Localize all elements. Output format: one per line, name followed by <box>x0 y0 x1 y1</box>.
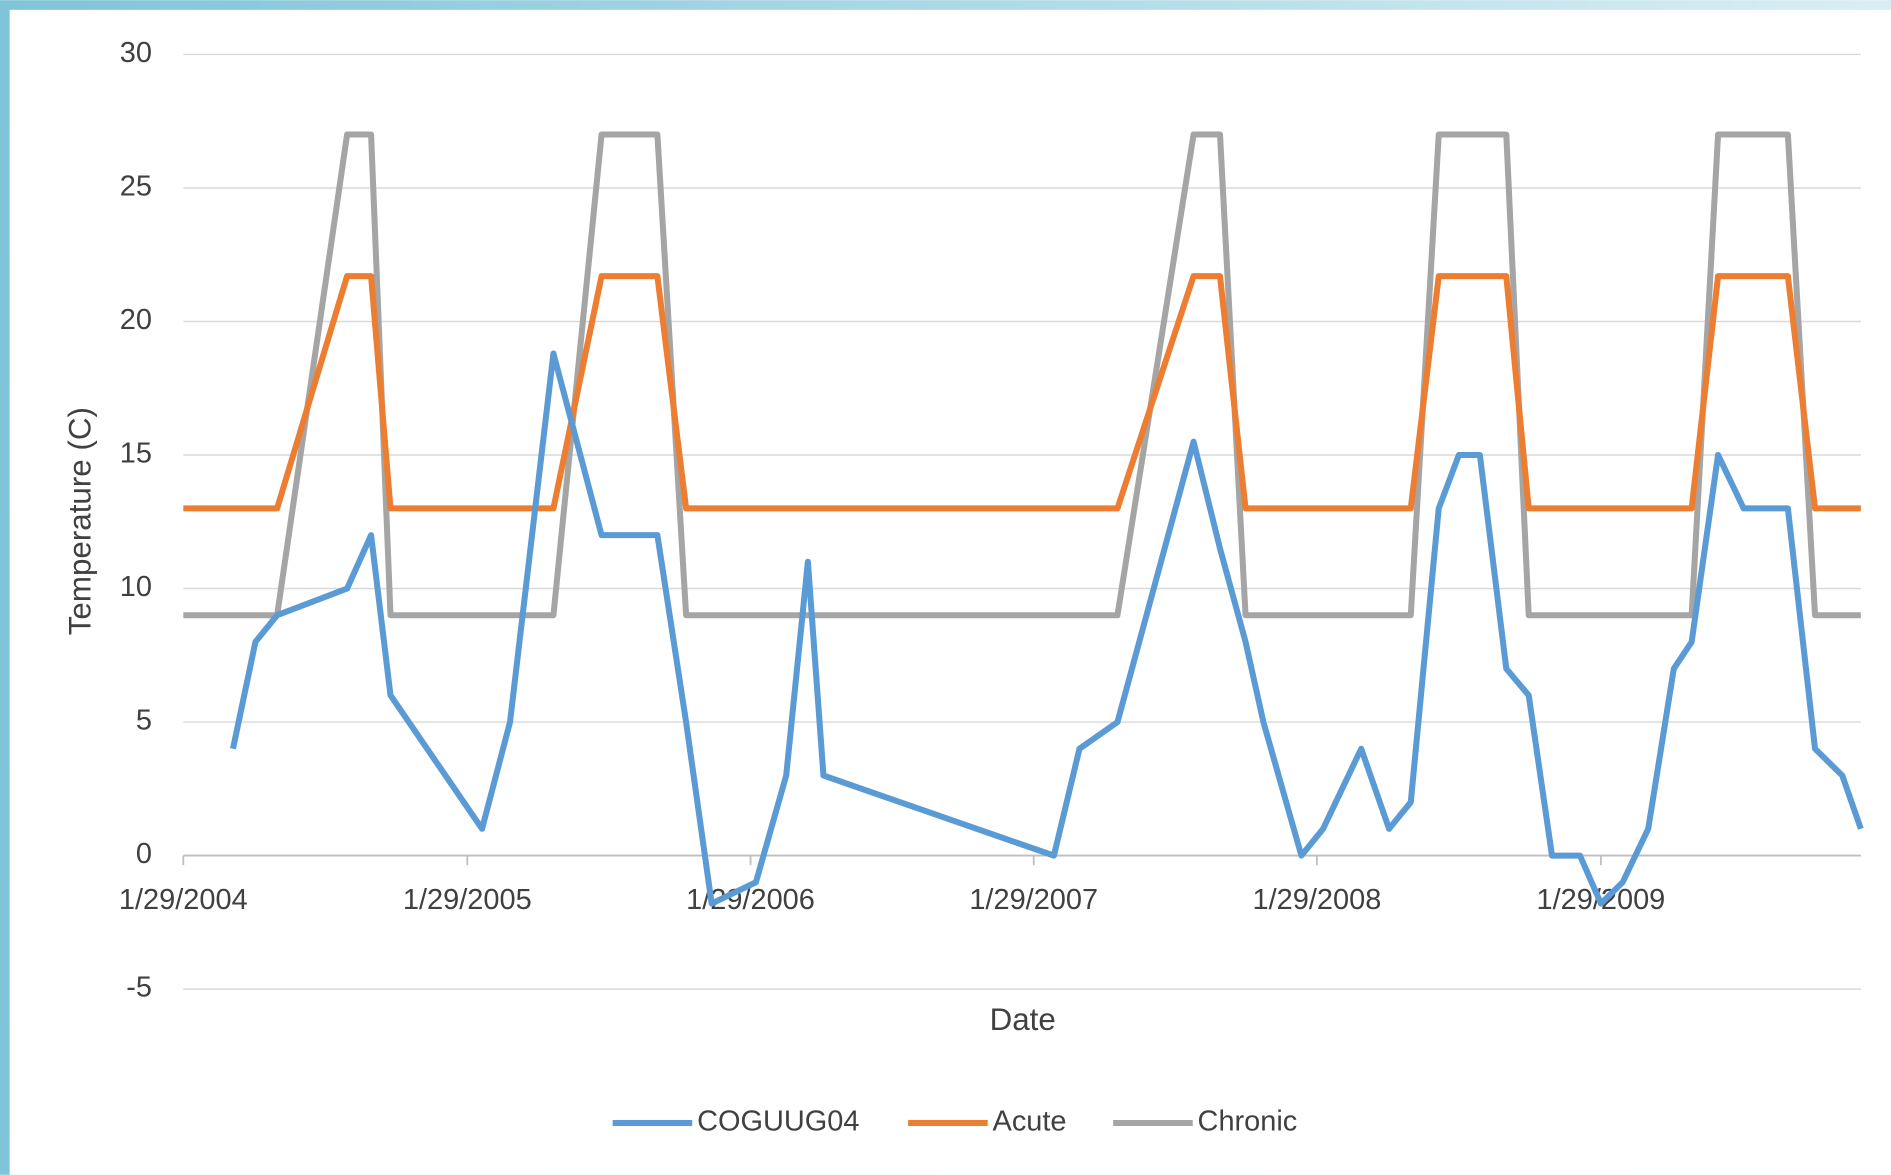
legend-label: Acute <box>993 1106 1067 1138</box>
y-tick-label: -5 <box>126 972 152 1004</box>
y-tick-label: 0 <box>136 838 152 870</box>
y-tick-label: 5 <box>136 705 152 737</box>
y-tick-label: 10 <box>120 571 152 603</box>
x-axis-label: Date <box>990 1002 1056 1037</box>
series-line <box>183 131 1861 619</box>
y-axis-label: Temperature (C) <box>62 407 97 635</box>
y-tick-label: 20 <box>120 304 152 336</box>
y-tick-label: 30 <box>120 37 152 69</box>
x-tick-label: 1/29/2004 <box>119 884 248 916</box>
x-tick-label: 1/29/2007 <box>969 884 1098 916</box>
y-tick-label: 25 <box>120 171 152 203</box>
chart-area <box>9 9 1891 1175</box>
series-line <box>230 350 1864 907</box>
series-line <box>183 273 1861 512</box>
x-tick-label: 1/29/2005 <box>403 884 532 916</box>
legend-label: COGUUG04 <box>697 1106 859 1138</box>
x-tick-label: 1/29/2006 <box>686 884 815 916</box>
x-tick-label: 1/29/2008 <box>1253 884 1382 916</box>
legend-label: Chronic <box>1198 1106 1298 1138</box>
y-tick-label: 15 <box>120 438 152 470</box>
